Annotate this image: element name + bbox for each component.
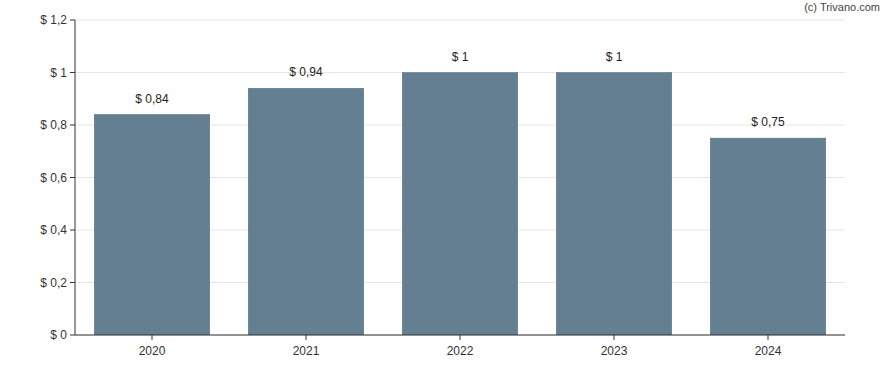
- x-tick: [306, 335, 307, 340]
- x-tick-label: 2023: [601, 344, 628, 358]
- data-label: $ 1: [452, 50, 469, 64]
- bar: [94, 115, 210, 336]
- x-tick: [152, 335, 153, 340]
- x-tick: [614, 335, 615, 340]
- y-tick: [70, 230, 75, 231]
- data-labels: $ 0,84 $ 0,94 $ 1 $ 1 $ 0,75: [135, 50, 785, 130]
- grid-line: [75, 20, 845, 21]
- y-tick: [70, 20, 75, 21]
- x-tick: [460, 335, 461, 340]
- data-label: $ 0,94: [289, 65, 323, 79]
- y-tick: [70, 177, 75, 178]
- data-label: $ 1: [606, 50, 623, 64]
- grid: [75, 20, 845, 335]
- y-axis: $ 0 $ 0,2 $ 0,4 $ 0,6 $ 0,8 $ 1 $ 1,2: [40, 13, 75, 342]
- chart-svg: $ 0$ 0,2$ 0,4$ 0,6$ 0,8$ 1$ 1,2$ 0,84$ 0…: [0, 0, 888, 370]
- y-tick: [70, 335, 75, 336]
- bar: [248, 88, 364, 335]
- x-tick-label: 2020: [139, 344, 166, 358]
- y-tick: [70, 125, 75, 126]
- bar: [710, 138, 826, 335]
- y-tick: [70, 282, 75, 283]
- y-tick-label: $ 1: [50, 66, 67, 80]
- y-tick-label: $ 0,2: [40, 276, 67, 290]
- y-axis-line: [75, 20, 76, 335]
- credit: (c) Trivano.com: [804, 1, 880, 13]
- data-label: $ 0,84: [135, 92, 169, 106]
- x-tick-label: 2022: [447, 344, 474, 358]
- y-tick-label: $ 0,8: [40, 118, 67, 132]
- y-tick-label: $ 0,4: [40, 223, 67, 237]
- y-tick-label: $ 1,2: [40, 13, 67, 27]
- chart-container: $ 0$ 0,2$ 0,4$ 0,6$ 0,8$ 1$ 1,2$ 0,84$ 0…: [0, 0, 888, 370]
- bar: [556, 73, 672, 336]
- x-axis: 2020 2021 2022 2023 2024: [75, 335, 845, 358]
- grid-line: [75, 335, 845, 336]
- x-tick: [768, 335, 769, 340]
- x-axis-line: [75, 335, 845, 336]
- y-tick-label: $ 0,6: [40, 171, 67, 185]
- data-label: $ 0,75: [751, 115, 785, 129]
- bar: [402, 73, 518, 336]
- bars: [94, 73, 826, 336]
- x-tick-label: 2021: [293, 344, 320, 358]
- x-tick-label: 2024: [755, 344, 782, 358]
- y-tick-label: $ 0: [50, 328, 67, 342]
- y-tick: [70, 72, 75, 73]
